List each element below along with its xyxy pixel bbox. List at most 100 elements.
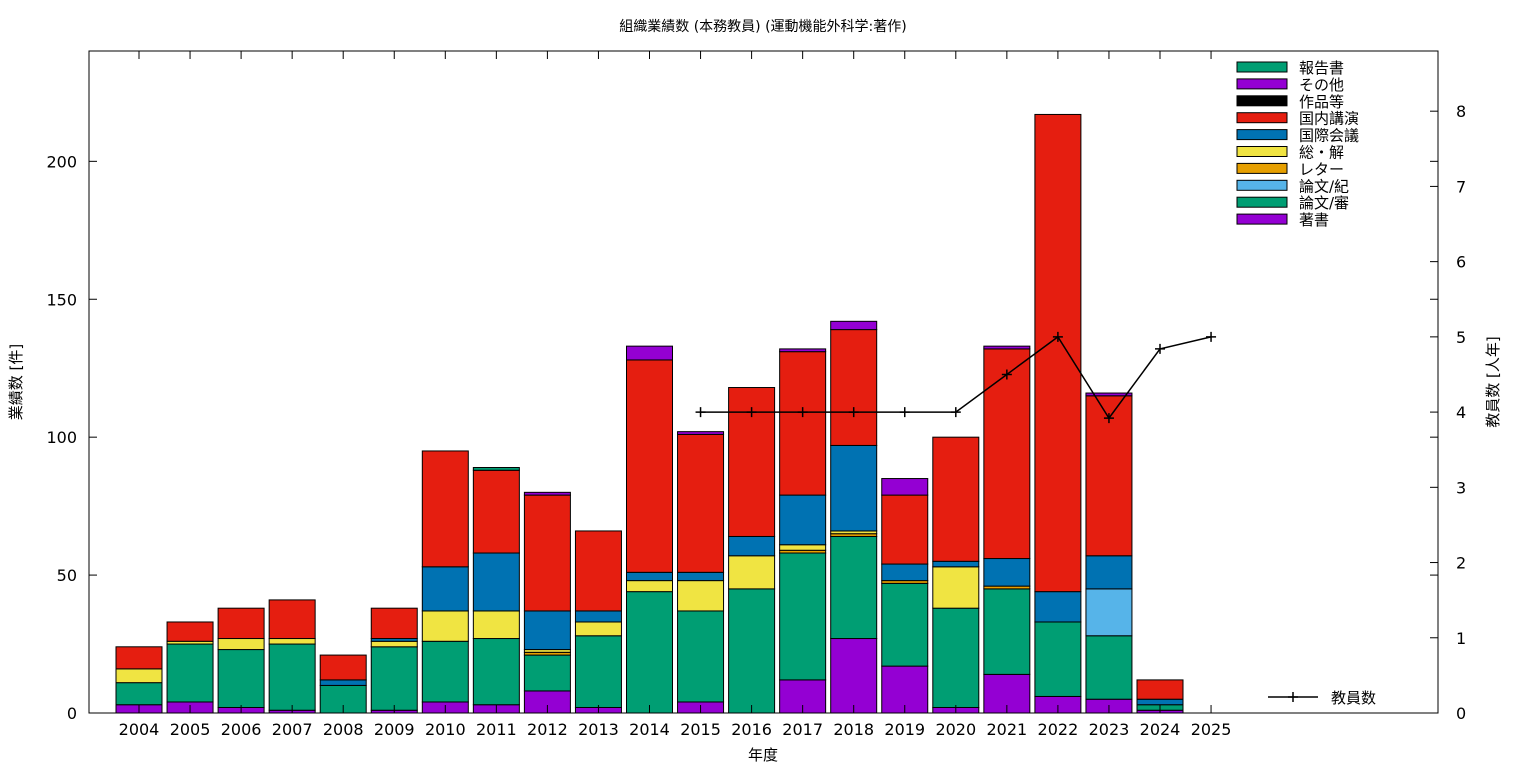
bar-segment-2019-1 (881, 582, 929, 667)
legend-label-0: 報告書 (1299, 59, 1344, 77)
bar-segment-2016-5 (728, 535, 776, 557)
legend-label-7: 論文/紀 (1299, 177, 1349, 195)
bar-segment-2004-6 (115, 646, 163, 670)
bar-segment-2021-8 (983, 345, 1031, 350)
bar-segment-2018-6 (830, 329, 878, 446)
bar-segment-2017-5 (779, 494, 827, 546)
legend-swatch-5 (1236, 146, 1288, 157)
legend-label-9: 著書 (1299, 211, 1329, 229)
bar-segment-2015-6 (677, 433, 725, 573)
x-axis-label: 年度 (748, 746, 778, 764)
bar-segment-2007-6 (268, 599, 316, 640)
y2-axis-label: 教員数 [人年] (1484, 336, 1502, 427)
y2-tick-label: 3 (1456, 478, 1466, 497)
bar-segment-2017-6 (779, 351, 827, 496)
faculty-point-2016 (746, 407, 757, 418)
x-tick-label: 2018 (833, 720, 874, 739)
bar-segment-2012-5 (523, 610, 571, 651)
bar-segment-2009-4 (370, 640, 418, 648)
faculty-point-2017 (797, 407, 808, 418)
line-legend-label: 教員数 (1331, 689, 1376, 707)
bar-segment-2017-8 (779, 348, 827, 353)
bar-segment-2015-1 (677, 610, 725, 703)
bar-segment-2021-6 (983, 348, 1031, 560)
bar-segment-2018-5 (830, 444, 878, 532)
y-axis-label: 業績数 [件] (7, 344, 25, 420)
bar-segment-2007-1 (268, 643, 316, 711)
x-tick-label: 2009 (374, 720, 415, 739)
x-tick-label: 2008 (323, 720, 364, 739)
x-tick-label: 2014 (629, 720, 670, 739)
y2-tick-label: 6 (1456, 253, 1466, 272)
legend-swatch-7 (1236, 179, 1288, 191)
bar-segment-2008-6 (319, 654, 367, 681)
bar-segment-2016-1 (728, 588, 776, 714)
faculty-point-2024 (1155, 343, 1165, 354)
legend-swatch-2 (1236, 95, 1288, 107)
bar-segment-2011-6 (472, 469, 520, 554)
y-tick-label: 0 (67, 704, 77, 723)
bar-segment-2022-5 (1034, 591, 1082, 623)
faculty-line-path (700, 335, 1212, 420)
x-tick-label: 2005 (170, 720, 211, 739)
bar-segment-2019-5 (881, 563, 929, 582)
bar-segment-2022-6 (1034, 113, 1082, 593)
faculty-point-2015 (695, 407, 706, 418)
x-tick-label: 2020 (935, 720, 976, 739)
legend-label-8: 論文/審 (1299, 194, 1349, 212)
bar-segment-2023-5 (1085, 555, 1133, 590)
x-tick-label: 2021 (986, 720, 1027, 739)
bar-segment-2014-6 (626, 359, 673, 573)
bar-segment-2020-6 (932, 436, 980, 562)
bar-segment-2012-6 (523, 494, 571, 612)
line-legend-marker (1288, 692, 1298, 702)
bar-segment-2013-1 (574, 635, 622, 708)
bar-segment-2011-9 (472, 467, 520, 471)
legend-swatch-0 (1236, 61, 1288, 73)
bar-segment-2018-8 (830, 320, 878, 331)
x-tick-label: 2010 (425, 720, 466, 739)
bar-segment-2020-1 (932, 607, 980, 708)
x-tick-label: 2024 (1140, 720, 1181, 739)
bar-segment-2005-1 (166, 643, 214, 703)
bar-segment-2024-5 (1136, 698, 1184, 706)
y2-tick-label: 4 (1456, 403, 1466, 422)
bar-segment-2011-1 (472, 638, 520, 706)
bar-segment-2010-6 (421, 450, 469, 568)
faculty-point-2018 (848, 407, 859, 418)
bar-segment-2022-1 (1034, 621, 1082, 697)
bar-segment-2017-1 (779, 552, 827, 681)
faculty-point-2025 (1206, 331, 1217, 342)
x-axis: 2004 2005 2006 2007 2008 2009 2010 2011 2012 2013… (119, 51, 1231, 739)
y2-tick-label: 0 (1456, 704, 1466, 723)
x-tick-label: 2017 (782, 720, 823, 739)
y-tick-label: 150 (46, 290, 77, 309)
bar-segment-2010-4 (421, 610, 469, 642)
bar-segment-2009-1 (370, 646, 418, 711)
bar-segment-2017-4 (779, 544, 827, 551)
bar-segment-2021-5 (983, 558, 1031, 587)
faculty-line (695, 331, 1217, 424)
bar-segment-2019-8 (881, 478, 929, 496)
bar-segment-2018-0 (830, 638, 878, 714)
y2-tick-label: 8 (1456, 102, 1466, 121)
bar-segment-2006-1 (217, 649, 265, 708)
y-tick-label: 100 (46, 428, 77, 447)
bar-segment-2011-4 (472, 610, 520, 640)
bar-segment-2010-1 (421, 640, 469, 703)
x-tick-label: 2022 (1038, 720, 1079, 739)
y2-axis: 0 1 2 3 4 5 6 7 8 (1430, 102, 1466, 723)
legend-swatch-3 (1236, 112, 1288, 124)
bar-segment-2012-8 (523, 491, 571, 496)
bar-segment-2015-5 (677, 571, 725, 582)
bar-segment-2013-6 (574, 530, 622, 612)
faculty-point-2019 (899, 407, 910, 418)
legend-swatch-9 (1236, 213, 1288, 225)
bars-layer (115, 113, 1184, 714)
legend-label-4: 国際会議 (1299, 127, 1359, 145)
y-tick-label: 200 (46, 152, 77, 171)
x-tick-label: 2012 (527, 720, 568, 739)
x-tick-label: 2015 (680, 720, 721, 739)
x-tick-label: 2023 (1089, 720, 1130, 739)
